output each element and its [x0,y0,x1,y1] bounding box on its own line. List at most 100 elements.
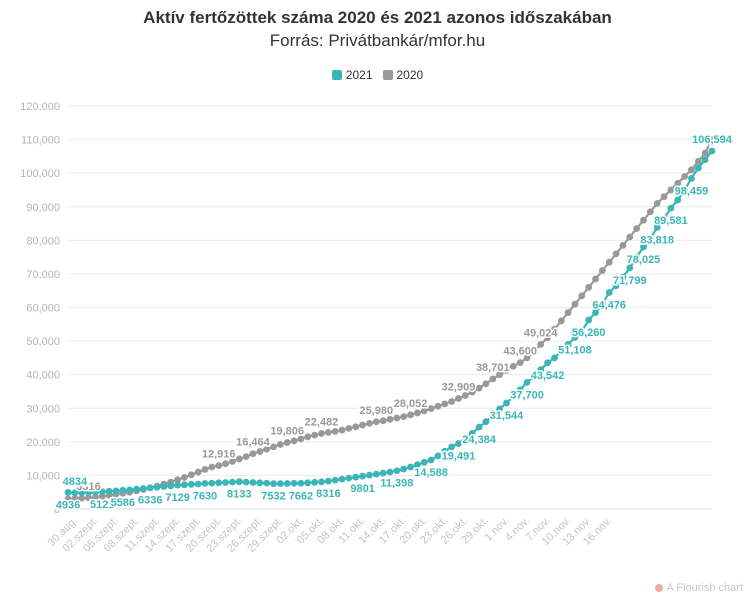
y-tick-label: 30,000 [26,403,60,415]
y-tick-label: 40,000 [26,370,60,382]
data-point-2020 [256,448,264,455]
data-point-2020 [681,173,688,180]
data-point-2021 [366,471,373,479]
y-tick-label: 120,000 [20,101,60,113]
data-point-2020 [366,419,373,427]
data-label-2021: 89,581 [654,215,688,227]
data-label-2020: 22,482 [305,416,339,428]
data-point-2021 [208,479,216,487]
data-label-2020: 19,806 [270,425,304,437]
data-label-2021: 83,818 [640,235,674,247]
data-point-2020 [578,292,586,300]
data-point-2021 [215,479,223,487]
data-point-2021 [619,273,627,281]
data-point-2020 [530,348,538,356]
data-point-2021 [482,418,490,426]
data-point-2021 [585,316,593,324]
legend-item-2021[interactable]: 2021 [331,68,373,82]
data-point-2021 [537,366,545,374]
y-tick-label: 70,000 [26,269,60,281]
y-tick-label: 50,000 [26,336,60,348]
legend-item-2020[interactable]: 2020 [382,68,423,82]
data-point-2020 [85,494,92,502]
data-point-2020 [407,411,414,419]
data-point-2020 [229,457,236,465]
data-label-2021: 71,799 [613,275,647,287]
data-point-2020 [359,421,366,429]
data-point-2021 [174,481,182,489]
data-point-2021 [523,378,531,386]
data-label-2021: 8133 [227,489,251,501]
data-point-2021 [468,430,476,437]
data-label-2021: 4834 [63,476,88,488]
data-point-2021 [557,347,565,355]
data-point-2020 [496,371,504,379]
data-point-2021 [400,465,408,473]
data-label-2021: 64,476 [592,299,626,311]
data-point-2020 [297,435,305,443]
data-point-2020 [311,431,319,439]
data-point-2020 [78,494,86,502]
data-point-2021 [133,485,140,493]
data-point-2021 [551,354,558,362]
data-point-2020 [441,400,449,408]
data-point-2021 [181,481,188,489]
flourish-logo-icon [654,584,663,592]
data-point-2021 [503,399,510,407]
data-point-2020 [708,136,716,143]
data-point-2020 [283,439,291,446]
data-point-2020 [318,430,325,437]
data-point-2021 [681,186,688,194]
chart-title: Aktív fertőzöttek száma 2020 és 2021 azo… [143,8,612,27]
data-point-2020 [71,495,79,502]
data-point-2020 [475,384,483,392]
data-point-2021 [318,478,325,486]
data-point-2021 [167,482,175,490]
data-point-2020 [174,476,182,484]
data-point-2021 [270,480,277,488]
data-point-2021 [338,475,346,483]
data-point-2020 [468,388,476,396]
data-point-2020 [215,462,223,470]
data-point-2020 [324,429,332,436]
data-point-2021 [242,478,250,486]
flourish-credit[interactable]: A Flourish chart [654,582,743,594]
data-label-2020: 25,980 [359,405,393,417]
data-point-2020 [503,366,510,374]
data-point-2021 [393,467,401,475]
data-label-2021: 5121 [90,499,114,511]
data-point-2021 [660,215,668,222]
data-label-2021: 4936 [56,499,80,511]
data-label-2021: 6336 [138,495,162,507]
data-point-2021 [187,480,195,488]
data-point-2020 [222,460,229,468]
y-tick-label: 0 [54,504,60,516]
data-point-2021 [448,443,456,451]
data-point-2020 [270,443,277,451]
data-point-2021 [71,489,79,497]
data-point-2021 [509,393,517,400]
data-point-2020 [612,250,620,258]
data-point-2021 [85,488,92,496]
data-point-2020 [592,275,599,283]
data-point-2020 [551,325,558,333]
data-point-2020 [544,334,551,342]
data-point-2021 [578,327,586,335]
data-point-2020 [194,468,202,476]
legend-swatch-2021 [331,70,342,80]
data-label-2021: 51,108 [558,344,592,356]
data-point-2021 [564,341,572,348]
data-point-2021 [126,486,134,494]
y-tick-label: 110,000 [21,135,60,147]
data-label-2021: 78,025 [627,254,661,266]
data-point-2020 [208,463,216,471]
data-label-2020: 49,024 [524,327,559,339]
data-point-2021 [441,447,449,455]
data-point-2020 [181,474,188,481]
data-point-2020 [646,208,654,216]
data-point-2020 [537,340,545,348]
data-label-2021: 8316 [316,488,340,500]
legend: 2021 2020 [0,68,755,82]
data-point-2021 [372,470,380,478]
